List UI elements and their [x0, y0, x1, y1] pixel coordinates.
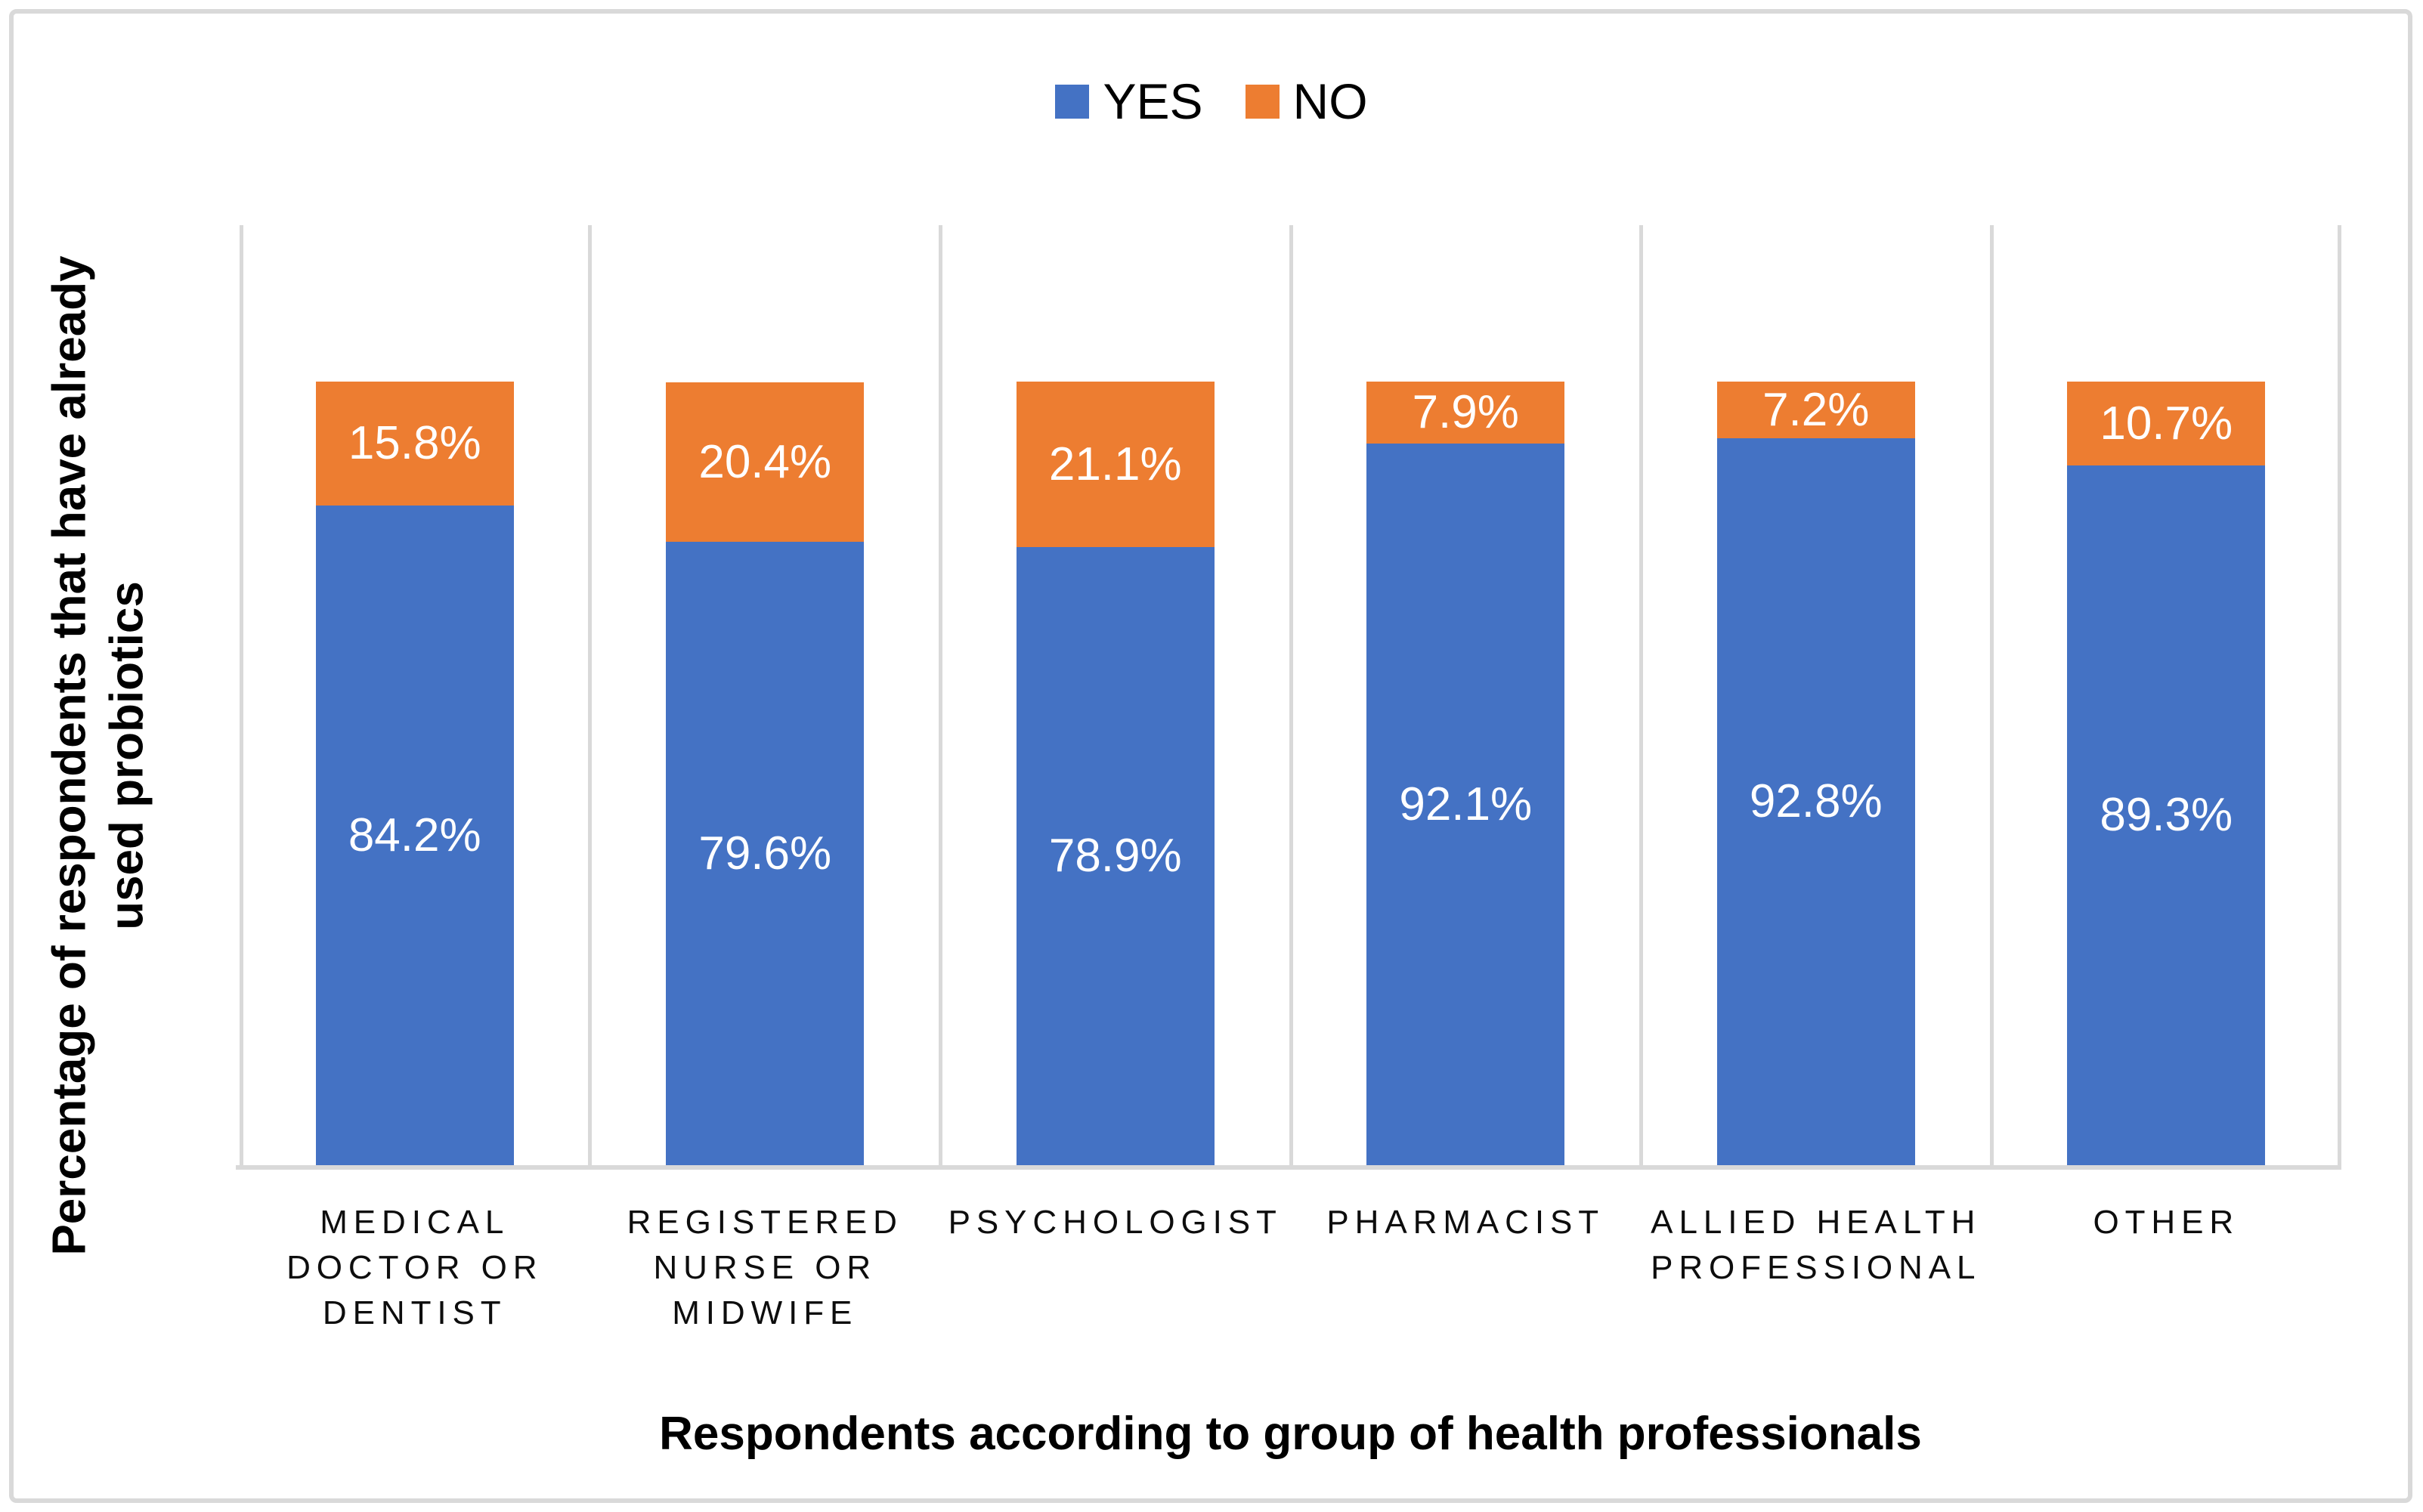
gridline [1289, 225, 1293, 1170]
bar-label-no: 21.1% [1048, 438, 1182, 490]
bar-1: 15.8% 84.2% [315, 382, 514, 1165]
gridline [1639, 225, 1643, 1170]
gridline [1989, 225, 1994, 1170]
bar-segment-no: 7.2% [1716, 382, 1915, 438]
y-axis-title: Percentage of respondents that have alre… [41, 255, 155, 1255]
bar-6: 10.7% 89.3% [2067, 382, 2266, 1165]
legend: YES NO [0, 74, 2423, 128]
bar-segment-yes: 84.2% [315, 506, 514, 1165]
category-label: ALLIED HEALTH PROFESSIONAL [1651, 1204, 1982, 1286]
bar-label-no: 10.7% [2100, 397, 2233, 450]
bar-label-yes: 78.9% [1048, 830, 1182, 882]
bar-segment-no: 7.9% [1366, 382, 1565, 444]
bar-label-yes: 79.6% [698, 827, 832, 880]
category-label: OTHER [2093, 1204, 2240, 1241]
legend-entry-yes: YES [1055, 73, 1203, 129]
legend-entry-no: NO [1245, 73, 1368, 129]
category-label: REGISTERED NURSE OR MIDWIFE [627, 1204, 903, 1331]
bar-label-yes: 89.3% [2100, 789, 2233, 841]
y-axis-title-line1: Percentage of respondents that have alre… [43, 255, 96, 1256]
legend-swatch-yes [1055, 84, 1090, 119]
bar-label-yes: 92.8% [1749, 775, 1883, 827]
category-label: PSYCHOLOGIST [948, 1204, 1283, 1241]
x-axis-title: Respondents according to group of health… [659, 1408, 1922, 1460]
gridline [2338, 225, 2341, 1170]
y-axis-title-line2: used probiotics [101, 581, 153, 930]
bar-segment-yes: 79.6% [666, 542, 865, 1165]
bar-segment-no: 15.8% [315, 382, 514, 506]
bar-label-yes: 92.1% [1399, 778, 1533, 830]
bar-segment-no: 10.7% [2067, 382, 2266, 465]
plot-area: 15.8% 84.2% 20.4% 79.6% 21.1% 78.9% 7.9% 92.1% 7… [236, 225, 2341, 1170]
gridline [240, 225, 243, 1170]
category-label: MEDICAL DOCTOR OR DENTIST [286, 1204, 543, 1331]
category-labels: MEDICAL DOCTOR OR DENTIST REGISTERED NURSE O… [240, 1200, 2341, 1336]
bar-5: 7.2% 92.8% [1716, 382, 1915, 1165]
bar-label-no: 7.9% [1412, 386, 1519, 438]
bar-segment-no: 21.1% [1016, 382, 1215, 547]
bar-segment-yes: 92.1% [1366, 444, 1565, 1165]
bar-label-yes: 84.2% [348, 809, 481, 861]
bar-label-no: 7.2% [1762, 383, 1870, 436]
bar-label-no: 20.4% [698, 435, 832, 488]
legend-swatch-no [1245, 84, 1280, 119]
bar-4: 7.9% 92.1% [1366, 382, 1565, 1165]
bar-segment-yes: 78.9% [1016, 547, 1215, 1165]
gridline [938, 225, 942, 1170]
gridline [588, 225, 593, 1170]
bar-segment-yes: 89.3% [2067, 465, 2266, 1165]
category-label: PHARMACIST [1326, 1204, 1605, 1241]
bar-label-no: 15.8% [348, 417, 481, 469]
legend-label-yes: YES [1103, 73, 1203, 129]
bar-segment-no: 20.4% [666, 382, 865, 542]
bar-segment-yes: 92.8% [1716, 438, 1915, 1165]
x-axis-line [236, 1165, 2341, 1170]
bar-2: 20.4% 79.6% [666, 382, 865, 1165]
legend-label-no: NO [1292, 73, 1368, 129]
bar-3: 21.1% 78.9% [1016, 382, 1215, 1165]
